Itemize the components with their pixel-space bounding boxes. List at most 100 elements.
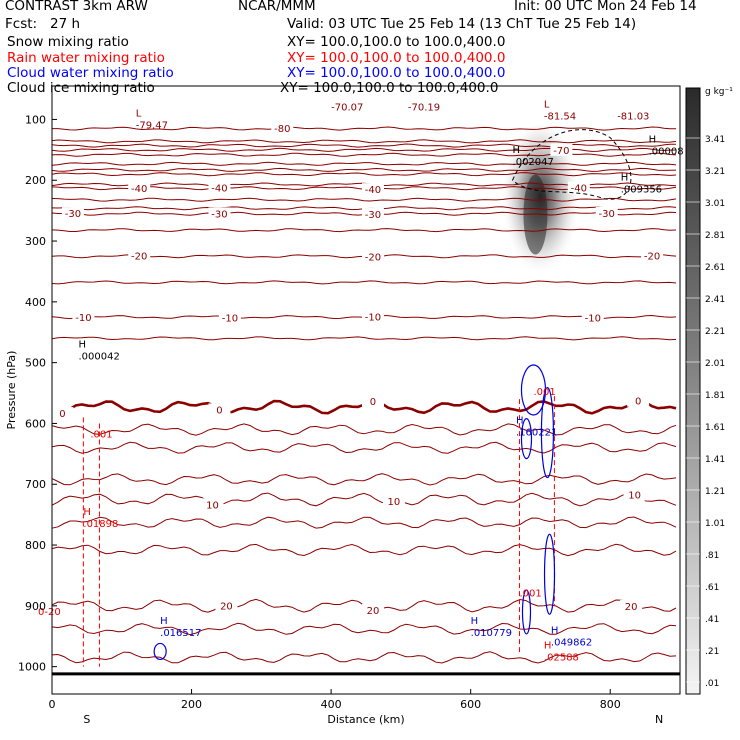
extremum-marker: H — [544, 641, 552, 652]
contour-label-background — [361, 603, 384, 616]
contour-label: 0 — [216, 405, 222, 416]
endpoint-left: S — [83, 713, 90, 726]
extremum-marker: H — [551, 625, 559, 636]
legend-rain-xy: XY= 100.0,100.0 to 100.0,400.0 — [287, 50, 506, 66]
temperature-contour-line — [51, 516, 677, 529]
contour-label-background — [595, 206, 618, 219]
y-tick-label: 400 — [25, 296, 46, 309]
contour-label-background — [361, 394, 384, 407]
colorbar-label: 1.61 — [705, 423, 725, 433]
colorbar-label: 1.41 — [705, 455, 725, 465]
temperature-contour--70 — [51, 147, 677, 152]
contour-label-background — [641, 249, 664, 262]
contour-label: 10 — [628, 491, 641, 502]
temperature-contour-line — [51, 622, 677, 636]
colorbar-label: 1.81 — [705, 391, 725, 401]
extremum-value: -79.47 — [136, 121, 168, 132]
contour-label-background — [72, 311, 95, 324]
cloud-water-contour — [543, 533, 556, 615]
extremum-marker: H — [471, 616, 479, 627]
contour-label: -80 — [274, 124, 290, 135]
extremum-value: .001 — [90, 429, 112, 440]
contour-label-background — [382, 495, 405, 508]
extremum-marker: H — [79, 340, 87, 351]
extremum-value: .001 — [533, 387, 555, 398]
contour-label: 20 — [625, 602, 638, 613]
contour-label: 10 — [206, 500, 219, 511]
temperature-contour-line — [51, 543, 677, 557]
contour-label: -40 — [131, 184, 147, 195]
forecast-label: Fcst: — [5, 16, 38, 32]
contour-label-background — [61, 207, 84, 220]
temperature-contour-line — [51, 143, 676, 148]
colorbar-unit: g kg⁻¹ — [705, 87, 733, 97]
contour-label-background — [361, 250, 384, 263]
contour-label-background — [271, 121, 294, 134]
temperature-contour-line — [51, 280, 677, 285]
extremum-marker: H — [649, 135, 657, 146]
extremum-marker: L — [544, 99, 550, 110]
legend-cloud-water: Cloud water mixing ratio — [7, 65, 174, 81]
legend-cloud-ice-xy: XY= 100.0,100.0 to 100.0,400.0 — [280, 80, 499, 96]
contour-label-background — [620, 599, 643, 612]
model-name: CONTRAST 3km ARW — [5, 0, 148, 14]
contour-label-background — [581, 311, 604, 324]
extremum-value: .000042 — [79, 352, 120, 363]
forecast-hour: 27 h — [50, 16, 81, 32]
contour-label-background — [218, 311, 241, 324]
colorbar-label: 3.01 — [705, 199, 725, 209]
temperature-contour-line — [51, 139, 677, 144]
contour-label-background — [215, 599, 238, 612]
colorbar-label: 3.21 — [705, 167, 725, 177]
plot-frame — [51, 85, 681, 695]
y-tick-label: 300 — [25, 235, 46, 248]
temperature-contour-10 — [51, 492, 677, 507]
temperature-contour-line — [51, 167, 677, 172]
y-tick-label: 600 — [25, 417, 46, 430]
y-tick-label: 500 — [25, 357, 46, 370]
contour-label: -10 — [75, 313, 91, 324]
cloud-ice-contour — [511, 129, 632, 200]
x-tick-label: 400 — [321, 698, 342, 711]
colorbar-label: .61 — [705, 583, 719, 593]
extremum-value: .02588 — [544, 653, 579, 664]
valid-time: Valid: 03 UTC Tue 25 Feb 14 (13 ChT Tue … — [287, 16, 637, 32]
legend-snow: Snow mixing ratio — [7, 34, 129, 50]
x-tick-label: 800 — [600, 698, 621, 711]
colorbar-label: .01 — [705, 679, 719, 689]
contour-label-background — [623, 488, 646, 501]
y-tick-label: 1000 — [18, 661, 46, 674]
legend-rain: Rain water mixing ratio — [7, 50, 165, 66]
temperature-contour-line — [51, 197, 677, 202]
y-tick-label: 700 — [25, 478, 46, 491]
legend-cloud-ice: Cloud ice mixing ratio — [7, 80, 155, 96]
extremum-value: -70.07 — [331, 102, 363, 113]
x-tick-label: 600 — [460, 698, 481, 711]
temperature-contour--50 — [51, 172, 677, 177]
legend-snow-xy: XY= 100.0,100.0 to 100.0,400.0 — [287, 34, 506, 50]
init-time: Init: 00 UTC Mon 24 Feb 14 — [514, 0, 697, 14]
snow-mixing-ratio-core — [523, 174, 548, 255]
extremum-value: .009356 — [621, 184, 662, 195]
temperature-contour-line — [51, 152, 677, 157]
extremum-value: -81.54 — [544, 111, 576, 122]
x-axis-title: Distance (km) — [327, 713, 404, 726]
contour-label: 20 — [367, 606, 380, 617]
contour-label-background — [361, 207, 384, 220]
extremum-value: .049862 — [551, 637, 592, 648]
temperature-contour-line — [51, 228, 677, 233]
contour-label: -10 — [585, 314, 601, 325]
y-axis-title: Pressure (hPa) — [5, 351, 18, 430]
temperature-contour-line — [51, 336, 677, 341]
contour-label-background — [128, 181, 151, 194]
y-tick-label: 100 — [25, 113, 46, 126]
contour-label-background — [361, 183, 384, 196]
colorbar-label: 3.41 — [705, 135, 725, 145]
contour-label-background — [208, 181, 231, 194]
contour-label-background — [567, 181, 590, 194]
x-tick-label: 0 — [49, 698, 56, 711]
contour-label: 0 — [59, 409, 65, 420]
temperature-contour-line — [51, 473, 677, 486]
legend-cloud-water-xy: XY= 100.0,100.0 to 100.0,400.0 — [287, 65, 506, 81]
y-tick-label: 800 — [25, 539, 46, 552]
